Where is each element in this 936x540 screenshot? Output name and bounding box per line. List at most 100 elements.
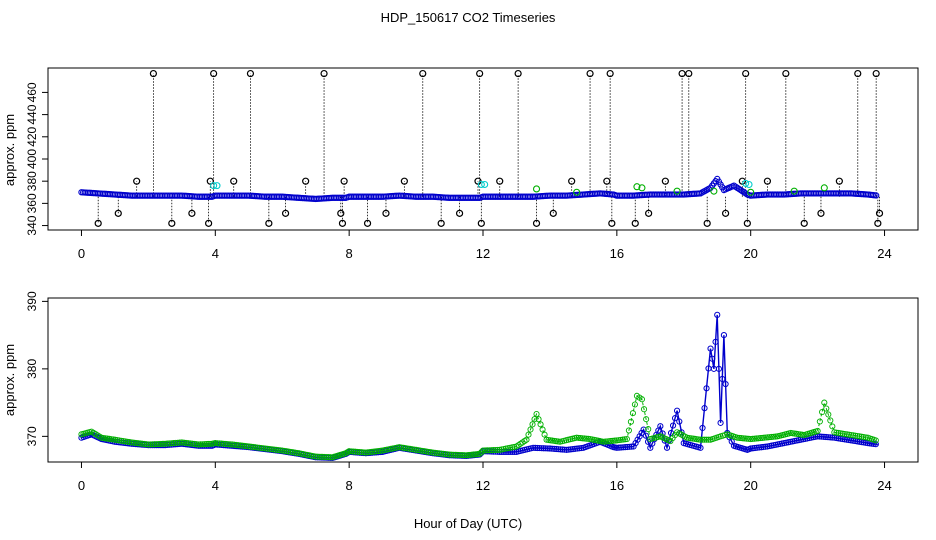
bottom-series-1-point [555,446,562,453]
bottom-series-2-point [199,441,206,448]
bottom-series-2-point [490,447,497,454]
bottom-series-2-point [377,447,384,454]
bottom-series-2-point [747,436,754,443]
top-series-2-point [820,184,828,192]
bottom-series-2-point [155,440,162,448]
top-spike-point [549,209,557,217]
bottom-series-2-point [640,406,648,413]
bottom-series-2-point [525,431,532,438]
bottom-series-1-point [532,444,539,452]
bottom-series-2-point [274,446,282,454]
bottom-series-2-point [839,430,846,437]
bottom-series-2-point [450,451,457,458]
bottom-series-2-point [410,446,418,453]
bottom-series-2-point [697,436,704,443]
bottom-series-2-point [755,435,762,442]
bottom-series-2-point [467,451,474,458]
bottom-series-2-point [182,439,190,446]
bottom-series-2-point [203,441,210,448]
bottom-series-2-point [488,447,495,454]
bottom-series-2-point [122,438,129,445]
bottom-series-1-point [715,365,723,372]
top-spike-point [168,219,176,227]
top-spike-point [437,219,445,227]
bottom-series-1-point [762,443,769,450]
bottom-series-2-point [260,445,267,452]
bottom-series-1-point [634,436,641,443]
bottom-series-2-point [843,431,850,438]
bottom-series-2-point [136,440,144,447]
top-series-1-point [873,192,880,199]
bottom-series-1-point [703,385,710,392]
top-series-3-point [477,180,485,189]
bottom-x-tick-label: 8 [346,478,353,493]
bottom-series-2-point [768,433,775,440]
bottom-series-2-point [442,451,449,458]
bottom-series-1-point [719,375,726,383]
bottom-x-tick-label: 4 [212,478,219,493]
bottom-series-2-point [753,435,760,442]
bottom-series-2-point [617,436,624,443]
top-series-3-point [481,180,489,189]
bottom-series-2-point [537,421,544,428]
bottom-series-1-point [707,345,714,352]
bottom-series-2-point [147,441,154,448]
bottom-series-2-point [201,441,208,448]
bottom-series-2-point [541,431,548,438]
bottom-series-2-point [581,435,588,442]
bottom-series-2-point [191,440,198,447]
bottom-series-2-point [860,433,867,441]
bottom-series-2-point [218,440,225,447]
bottom-series-2-point [825,411,832,418]
bottom-series-2-point [705,436,712,443]
bottom-series-2-point [621,436,628,443]
bottom-series-2-point [749,435,756,442]
bottom-series-2-point [539,426,546,433]
bottom-series-1-point [638,429,645,437]
bottom-series-2-point [645,426,652,433]
bottom-series-2-point [285,448,292,455]
bottom-series-2-point [291,449,298,456]
bottom-series-2-point [764,434,771,441]
bottom-series-2-point [222,440,229,447]
bottom-series-2-point [535,416,542,423]
bottom-series-1-point [816,433,823,440]
top-series-2-point [673,187,681,195]
bottom-series-2-point [289,449,296,456]
bottom-series-2-point [139,440,146,447]
bottom-series-2-point [249,443,257,451]
top-spike-point [721,209,730,217]
bottom-series-2-point [415,447,422,454]
top-spike-point [133,177,141,185]
bottom-series-1-point [720,332,728,339]
bottom-series-2-point [751,435,758,442]
top-spike-point [246,69,255,78]
bottom-series-1-point [701,405,708,412]
bottom-series-2-point [583,435,590,442]
bottom-x-tick-label: 20 [743,478,757,493]
bottom-series-2-point [814,427,821,435]
top-y-tick-label: 420 [25,126,39,146]
bottom-series-2-point [149,441,156,448]
bottom-series-2-point [224,441,231,448]
bottom-series-2-point [423,448,430,455]
bottom-series-1-point [669,422,677,429]
bottom-series-2-point [819,409,826,416]
bottom-series-2-point [371,448,378,455]
bottom-series-2-point [348,448,355,455]
bottom-series-2-point [116,437,123,444]
bottom-series-2-point [421,448,428,455]
bottom-series-2-point [369,448,376,455]
top-spike-point [496,177,504,185]
bottom-series-2-point [254,444,261,451]
top-y-tick-label: 460 [25,82,39,102]
bottom-series-2-point [245,443,252,450]
bottom-series-2-point [153,441,160,448]
bottom-series-2-point [277,447,284,454]
bottom-series-2-point [627,418,634,425]
top-series-3-point [213,182,221,190]
bottom-series-2-point [456,451,464,459]
bottom-x-tick-label: 0 [78,478,85,493]
bottom-series-2-point [243,443,250,450]
bottom-series-1-point [551,445,558,452]
